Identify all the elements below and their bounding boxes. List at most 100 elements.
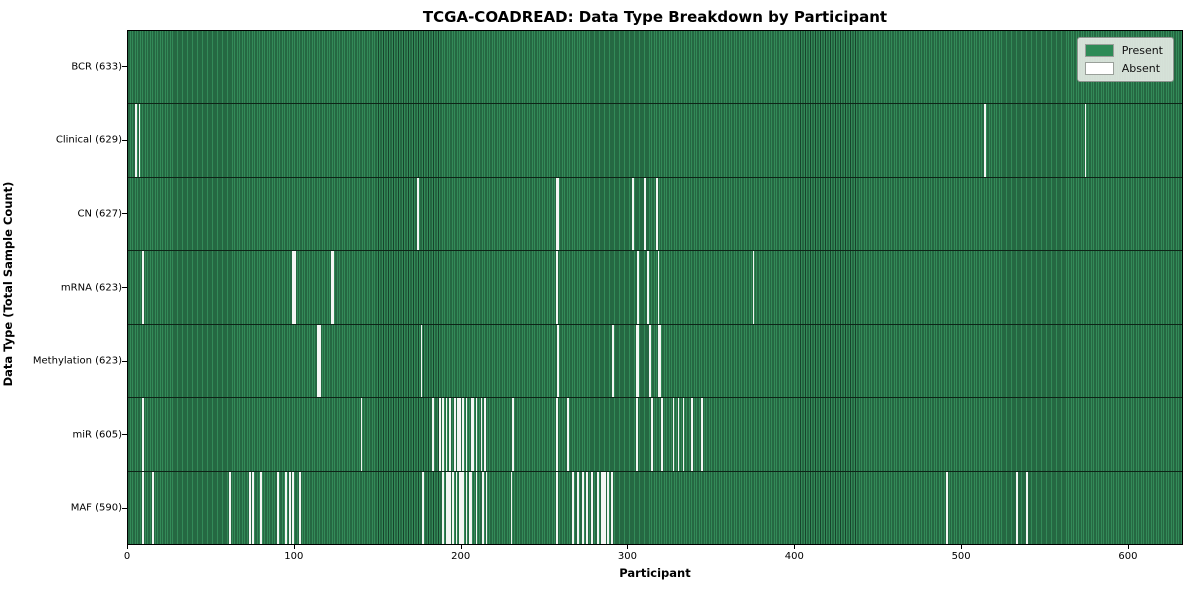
x-tick-mark — [794, 545, 796, 549]
absent-stripe — [485, 471, 488, 544]
heatmap-row-mir — [128, 398, 1182, 472]
legend-swatch-present — [1084, 44, 1114, 57]
legend-entry-absent: Absent — [1084, 62, 1163, 75]
absent-stripe — [292, 471, 294, 544]
absent-stripe — [557, 177, 560, 251]
absent-stripe — [228, 471, 231, 544]
x-tick-label: 300 — [617, 551, 638, 562]
legend-label: Absent — [1121, 62, 1161, 75]
x-tick-label: 400 — [784, 551, 804, 562]
absent-stripe — [277, 471, 279, 544]
absent-stripe — [585, 471, 588, 544]
y-tick-mark — [122, 434, 127, 436]
absent-stripe — [984, 104, 987, 177]
absent-stripe — [659, 324, 661, 398]
absent-stripe — [637, 324, 640, 398]
y-tick-mark — [122, 139, 127, 141]
absent-stripe — [484, 398, 486, 471]
legend-swatch-absent — [1084, 62, 1114, 75]
absent-stripe — [555, 251, 558, 324]
y-tick-label: MAF (590) — [70, 502, 122, 514]
absent-stripe — [682, 398, 685, 471]
absent-stripe — [288, 471, 291, 544]
x-tick-label: 200 — [451, 551, 471, 562]
x-tick-mark — [293, 545, 295, 549]
absent-stripe — [468, 471, 471, 544]
absent-stripe — [457, 398, 460, 471]
absent-stripe — [572, 471, 575, 544]
absent-stripe — [677, 398, 680, 471]
absent-stripe — [1016, 471, 1018, 544]
legend-entry-present: Present — [1084, 44, 1163, 57]
absent-stripe — [577, 471, 580, 544]
absent-stripe — [475, 471, 478, 544]
absent-stripe — [480, 398, 483, 471]
heatmap-row-maf — [128, 471, 1182, 544]
absent-stripe — [597, 471, 600, 544]
absent-stripe — [470, 398, 473, 471]
heatmap-row-methylation — [128, 324, 1182, 399]
legend-label: Present — [1121, 44, 1163, 57]
chart-title: TCGA-COADREAD: Data Type Breakdown by Pa… — [422, 8, 888, 26]
y-tick-mark — [122, 66, 127, 68]
absent-stripe — [442, 398, 445, 471]
absent-stripe — [447, 471, 450, 544]
absent-stripe — [510, 471, 513, 544]
absent-stripe — [512, 398, 515, 471]
absent-stripe — [555, 177, 558, 251]
absent-stripe — [482, 471, 485, 544]
absent-stripe — [330, 251, 333, 324]
absent-stripe — [452, 471, 455, 544]
absent-stripe — [448, 398, 451, 471]
absent-stripe — [152, 471, 154, 544]
x-tick-label: 100 — [284, 551, 304, 562]
y-tick-label: BCR (633) — [71, 61, 122, 73]
y-tick-label: miR (605) — [72, 429, 122, 441]
absent-stripe — [360, 398, 363, 471]
x-axis-label: Participant — [619, 566, 691, 580]
absent-stripe — [647, 251, 650, 324]
x-tick-label: 0 — [123, 551, 131, 562]
absent-stripe — [142, 251, 144, 324]
absent-stripe — [248, 471, 251, 544]
x-tick-label: 500 — [951, 551, 971, 562]
absent-stripe — [470, 471, 473, 544]
x-tick-mark — [627, 545, 629, 549]
absent-stripe — [602, 471, 605, 544]
heatmap-row-cn — [128, 177, 1182, 252]
absent-stripe — [453, 398, 456, 471]
absent-stripe — [655, 177, 658, 251]
absent-stripe — [260, 471, 263, 544]
absent-stripe — [293, 251, 296, 324]
absent-stripe — [752, 251, 755, 324]
x-tick-mark — [1127, 545, 1129, 549]
y-tick-mark — [122, 287, 127, 288]
absent-stripe — [555, 398, 558, 471]
absent-stripe — [142, 471, 144, 544]
y-tick-mark — [122, 507, 127, 509]
heatmap-row-mrna — [128, 251, 1182, 325]
absent-stripe — [475, 398, 478, 471]
absent-stripe — [332, 251, 334, 324]
absent-stripe — [632, 177, 635, 251]
absent-stripe — [700, 398, 703, 471]
absent-stripe — [462, 471, 465, 544]
absent-stripe — [567, 398, 570, 471]
y-tick-mark — [122, 360, 127, 362]
absent-stripe — [637, 251, 640, 324]
absent-stripe — [657, 251, 660, 324]
absent-stripe — [555, 471, 558, 544]
absent-stripe — [138, 104, 141, 177]
absent-stripe — [135, 104, 138, 177]
y-tick-mark — [122, 213, 127, 215]
heatmap-row-bcr — [128, 31, 1182, 105]
absent-stripe — [142, 398, 144, 471]
x-tick-mark — [460, 545, 462, 549]
absent-stripe — [432, 398, 435, 471]
absent-stripe — [292, 251, 294, 324]
absent-stripe — [460, 471, 463, 544]
absent-stripe — [422, 471, 425, 544]
absent-stripe — [644, 177, 646, 251]
absent-stripe — [690, 398, 693, 471]
